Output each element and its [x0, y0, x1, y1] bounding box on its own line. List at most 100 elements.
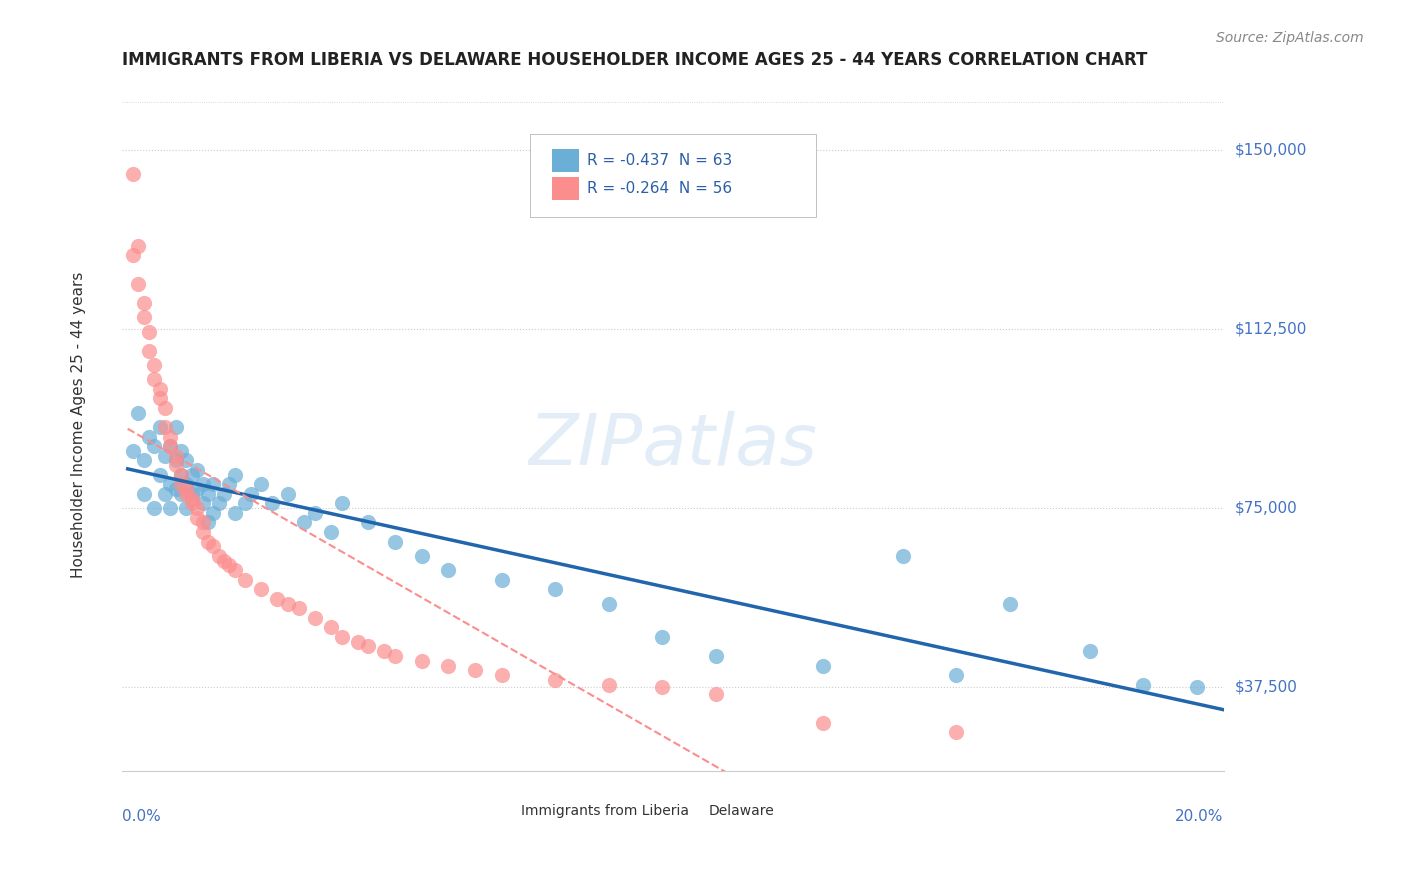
- Point: [357, 640, 380, 654]
- Point: [239, 487, 262, 501]
- Point: [176, 453, 198, 467]
- Point: [153, 487, 176, 501]
- Point: [165, 458, 187, 472]
- Point: [1132, 678, 1154, 692]
- Point: [292, 516, 315, 530]
- Point: [153, 401, 176, 415]
- Point: [598, 678, 620, 692]
- Point: [651, 680, 673, 694]
- Point: [437, 563, 460, 577]
- Point: [304, 611, 326, 625]
- Point: [998, 597, 1021, 611]
- Point: [411, 654, 433, 668]
- Point: [176, 487, 198, 501]
- Point: [191, 477, 214, 491]
- Point: [122, 443, 145, 458]
- Text: 20.0%: 20.0%: [1175, 809, 1223, 824]
- Point: [143, 372, 166, 386]
- Point: [544, 582, 567, 597]
- Point: [149, 392, 172, 406]
- Text: $150,000: $150,000: [1234, 143, 1306, 158]
- Point: [266, 591, 288, 606]
- Point: [437, 658, 460, 673]
- Point: [212, 553, 235, 567]
- Point: [149, 467, 172, 482]
- Point: [143, 501, 166, 516]
- Point: [207, 496, 229, 510]
- Point: [170, 467, 193, 482]
- Point: [170, 487, 193, 501]
- FancyBboxPatch shape: [530, 134, 815, 217]
- FancyBboxPatch shape: [553, 149, 579, 172]
- Point: [651, 630, 673, 644]
- Point: [945, 668, 967, 682]
- Point: [159, 439, 181, 453]
- Text: IMMIGRANTS FROM LIBERIA VS DELAWARE HOUSEHOLDER INCOME AGES 25 - 44 YEARS CORREL: IMMIGRANTS FROM LIBERIA VS DELAWARE HOUS…: [122, 51, 1147, 69]
- Point: [250, 582, 273, 597]
- Point: [132, 296, 155, 310]
- Point: [218, 477, 240, 491]
- Point: [180, 491, 202, 506]
- Text: R = -0.437  N = 63: R = -0.437 N = 63: [588, 153, 733, 169]
- FancyBboxPatch shape: [486, 798, 619, 826]
- Point: [544, 673, 567, 687]
- Point: [186, 482, 208, 496]
- Point: [233, 496, 256, 510]
- Point: [191, 496, 214, 510]
- Point: [153, 449, 176, 463]
- Point: [186, 510, 208, 524]
- Point: [250, 477, 273, 491]
- Point: [1078, 644, 1101, 658]
- Point: [411, 549, 433, 563]
- Point: [165, 482, 187, 496]
- Point: [143, 439, 166, 453]
- Point: [464, 664, 486, 678]
- FancyBboxPatch shape: [673, 798, 772, 826]
- Point: [191, 516, 214, 530]
- Point: [384, 534, 406, 549]
- Point: [122, 167, 145, 181]
- Text: R = -0.264  N = 56: R = -0.264 N = 56: [588, 181, 733, 196]
- Point: [159, 439, 181, 453]
- Point: [202, 506, 225, 520]
- Point: [191, 524, 214, 539]
- Point: [132, 487, 155, 501]
- Point: [277, 487, 299, 501]
- Point: [138, 343, 160, 358]
- Point: [127, 238, 149, 252]
- Point: [180, 467, 202, 482]
- Point: [304, 506, 326, 520]
- Point: [165, 449, 187, 463]
- Point: [132, 453, 155, 467]
- Point: [132, 310, 155, 325]
- Point: [159, 477, 181, 491]
- Text: $112,500: $112,500: [1234, 322, 1306, 336]
- Point: [176, 482, 198, 496]
- Point: [330, 496, 353, 510]
- Point: [357, 516, 380, 530]
- Point: [170, 477, 193, 491]
- Point: [127, 406, 149, 420]
- Text: Source: ZipAtlas.com: Source: ZipAtlas.com: [1216, 31, 1364, 45]
- Point: [149, 420, 172, 434]
- Point: [233, 573, 256, 587]
- Point: [186, 501, 208, 516]
- Point: [176, 477, 198, 491]
- Point: [165, 420, 187, 434]
- Point: [143, 358, 166, 372]
- Point: [491, 668, 513, 682]
- Point: [186, 463, 208, 477]
- Point: [153, 420, 176, 434]
- Point: [202, 477, 225, 491]
- Point: [704, 687, 727, 701]
- FancyBboxPatch shape: [491, 804, 516, 819]
- Point: [346, 634, 368, 648]
- Point: [197, 487, 219, 501]
- Point: [811, 715, 834, 730]
- Point: [138, 429, 160, 443]
- Point: [197, 534, 219, 549]
- Text: Delaware: Delaware: [709, 805, 773, 819]
- Point: [159, 501, 181, 516]
- Point: [207, 549, 229, 563]
- FancyBboxPatch shape: [679, 804, 703, 819]
